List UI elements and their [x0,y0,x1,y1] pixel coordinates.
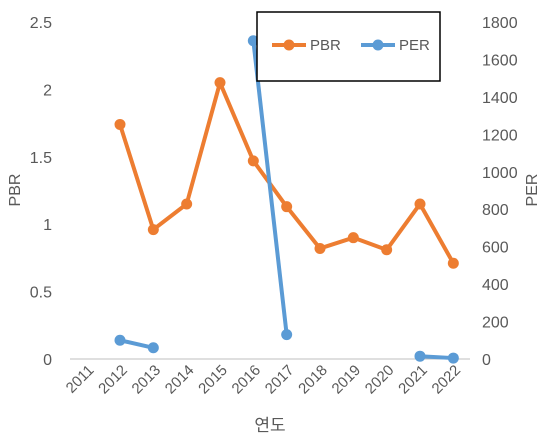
series-line-per [418,354,456,361]
data-point-pbr [214,77,226,89]
x-tick-label: 2013 [129,362,165,398]
data-point-pbr [247,155,259,167]
right-y-tick-label: 1600 [482,52,518,69]
series-line-per [118,338,156,350]
data-point-pbr [447,257,459,269]
data-point-pbr [414,198,426,210]
data-point-per [147,342,159,354]
left-y-tick-labels: 0 0.5 1 1.5 2 2.5 [30,15,52,369]
x-tick-label: 2015 [195,362,231,398]
right-y-tick-label: 0 [482,352,491,369]
left-y-tick-label: 2 [43,82,52,99]
series-line-pbr [118,80,456,266]
legend-marker-pbr [283,39,295,51]
left-y-tick-label: 0.5 [30,285,52,302]
x-tick-label: 2016 [229,362,265,398]
data-point-per [447,352,459,364]
right-y-tick-label: 1400 [482,90,518,107]
data-point-per [281,329,293,341]
left-y-tick-label: 1 [43,217,52,234]
series-layer [114,35,459,364]
data-point-pbr [114,118,126,130]
x-tick-label: 2011 [63,362,98,397]
left-y-tick-label: 1.5 [30,150,52,167]
right-y-tick-label: 400 [482,277,509,294]
left-y-tick-label: 2.5 [30,15,52,32]
x-tick-label: 2014 [162,362,198,398]
right-y-tick-labels: 0 200 400 600 800 1000 1200 1400 1600 1800 [482,15,518,369]
right-y-tick-label: 1200 [482,127,518,144]
data-point-per [414,350,426,362]
right-y-tick-label: 1000 [482,165,518,182]
right-y-tick-label: 800 [482,202,509,219]
series-line-per [251,38,289,337]
data-point-pbr [381,244,393,256]
x-tick-label: 2012 [95,362,131,398]
x-tick-label: 2019 [329,362,365,398]
left-y-axis-title: PBR [7,174,24,207]
data-point-pbr [147,224,159,236]
x-tick-label: 2020 [362,362,398,398]
right-y-tick-label: 600 [482,240,509,257]
right-y-tick-label: 1800 [482,15,518,32]
data-point-pbr [281,201,293,213]
data-point-pbr [347,232,359,244]
x-tick-label: 2017 [262,362,298,398]
legend: PBR PER [256,11,441,82]
legend-label-per: PER [399,37,430,54]
x-tick-label: 2022 [429,362,465,398]
x-tick-label: 2021 [395,362,431,398]
data-point-per [247,35,259,47]
legend-label-pbr: PBR [310,37,341,54]
data-point-pbr [181,198,193,210]
x-axis-title: 연도 [254,416,285,435]
data-point-per [114,334,126,346]
legend-marker-per [372,39,384,51]
right-y-tick-label: 200 [482,315,509,332]
x-tick-labels: 2011201220132014201520162017201820192020… [63,362,465,398]
data-point-pbr [314,242,326,254]
x-tick-label: 2018 [295,362,331,398]
left-y-tick-label: 0 [43,352,52,369]
right-y-axis-title: PER [524,174,541,207]
